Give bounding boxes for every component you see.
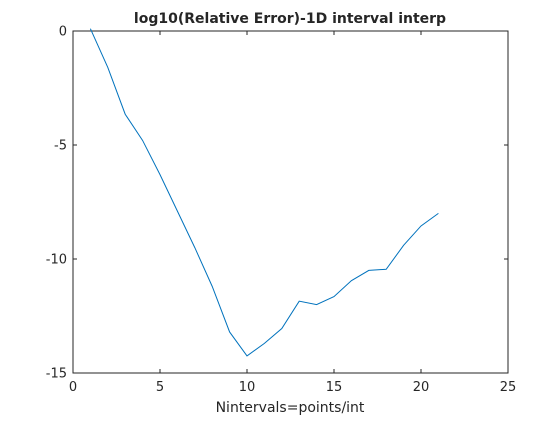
plot-area — [73, 31, 508, 373]
x-tick-label: 20 — [413, 380, 430, 395]
x-tick-label: 5 — [156, 380, 164, 395]
x-tick-label: 0 — [69, 380, 77, 395]
x-tick-label: 25 — [500, 380, 517, 395]
x-tick-label: 15 — [326, 380, 343, 395]
y-tick-label: -15 — [46, 367, 67, 382]
x-tick-label: 10 — [239, 380, 256, 395]
y-tick-label: -5 — [54, 139, 67, 154]
chart-title: log10(Relative Error)-1D interval interp — [134, 11, 446, 27]
y-tick-label: 0 — [59, 25, 67, 40]
y-tick-label: -10 — [46, 253, 67, 268]
x-axis-label: Nintervals=points/int — [216, 400, 365, 416]
